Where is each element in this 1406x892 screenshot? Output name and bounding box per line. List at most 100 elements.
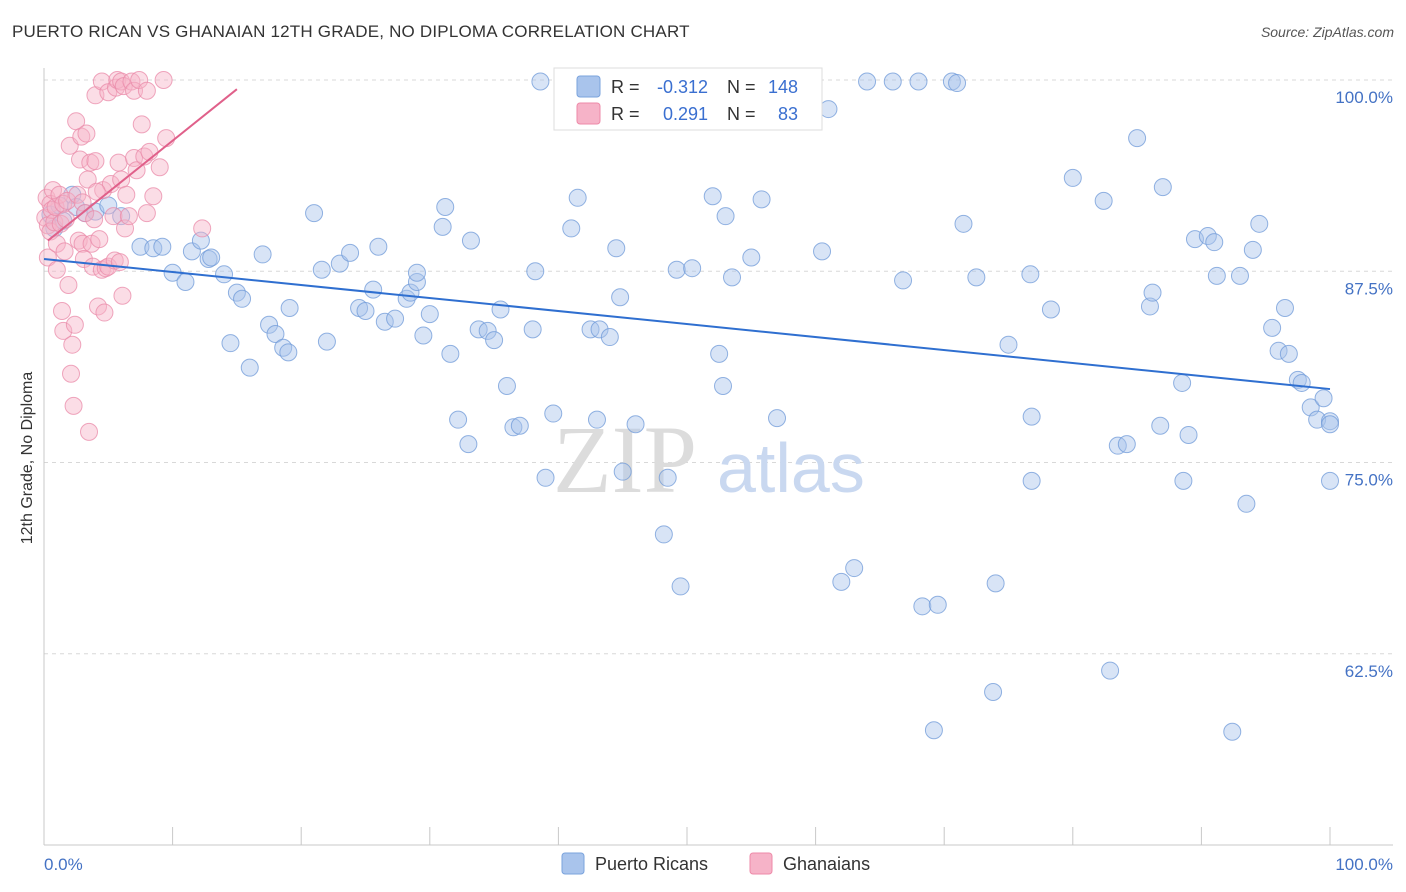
- watermark-atlas: atlas: [717, 429, 865, 507]
- puerto-rican-point-44: [407, 263, 426, 282]
- ghanaian-point-45: [90, 230, 109, 249]
- puerto-rican-point-40: [386, 309, 405, 328]
- ghanaian-point-11: [47, 260, 66, 279]
- puerto-rican-point-127: [1207, 266, 1226, 285]
- ghanaian-point-76: [144, 187, 163, 206]
- ghanaian-point-25: [65, 315, 84, 334]
- puerto-rican-point-120: [1153, 178, 1172, 197]
- puerto-rican-point-89: [813, 242, 832, 261]
- x-tick-label-left: 0.0%: [44, 855, 83, 874]
- ghanaian-point-65: [119, 207, 138, 226]
- puerto-rican-point-48: [436, 197, 455, 216]
- puerto-rican-point-43: [407, 272, 426, 291]
- puerto-rican-point-31: [312, 260, 331, 279]
- puerto-rican-point-85: [742, 248, 761, 267]
- puerto-rican-point-36: [356, 302, 375, 321]
- ghanaian-point-58: [109, 153, 128, 172]
- puerto-rican-point-113: [1101, 661, 1120, 680]
- source-label: Source: ZipAtlas.com: [1260, 24, 1394, 40]
- puerto-rican-point-72: [611, 288, 630, 307]
- ghanaian-point-59: [112, 170, 131, 189]
- puerto-rican-point-28: [279, 343, 298, 362]
- ghanaian-point-20: [59, 276, 78, 295]
- y-tick-label-2: 75.0%: [1345, 471, 1393, 490]
- puerto-rican-point-11: [144, 239, 163, 258]
- ghanaian-point-49: [95, 303, 114, 322]
- ghanaian-point-64: [117, 185, 136, 204]
- bottom-legend-label-ghanaians: Ghanaians: [783, 854, 870, 874]
- ghanaian-point-32: [73, 234, 92, 253]
- puerto-rican-point-108: [1022, 407, 1041, 426]
- puerto-rican-point-77: [667, 260, 686, 279]
- puerto-rican-point-71: [607, 239, 626, 258]
- puerto-rican-point-118: [1143, 283, 1162, 302]
- puerto-rican-point-65: [562, 219, 581, 238]
- puerto-rican-point-131: [1243, 240, 1262, 259]
- ghanaian-point-14: [53, 302, 72, 321]
- puerto-rican-point-55: [485, 331, 504, 350]
- puerto-rican-point-128: [1223, 722, 1242, 741]
- puerto-rican-point-70: [600, 328, 619, 347]
- puerto-rican-point-52: [461, 231, 480, 250]
- ghanaian-point-79: [157, 129, 176, 148]
- puerto-rican-point-68: [587, 410, 606, 429]
- legend-n-label-2: N =: [727, 104, 756, 124]
- x-tick-labels: 0.0% 100.0%: [44, 855, 1393, 874]
- puerto-rican-point-24: [253, 245, 272, 264]
- legend-r-value-1: -0.312: [657, 77, 708, 97]
- puerto-rican-point-49: [441, 344, 460, 363]
- ghanaian-point-73: [137, 204, 156, 223]
- puerto-rican-point-114: [1108, 436, 1127, 455]
- puerto-rican-point-74: [626, 415, 645, 434]
- puerto-rican-point-26: [266, 324, 285, 343]
- puerto-rican-trend-line: [43, 258, 1331, 391]
- puerto-rican-point-107: [1021, 265, 1040, 284]
- puerto-rican-point-73: [613, 462, 632, 481]
- ghanaian-point-42: [86, 152, 105, 171]
- puerto-rican-point-10: [131, 237, 150, 256]
- puerto-rican-point-45: [414, 326, 433, 345]
- puerto-rican-point-91: [832, 572, 851, 591]
- puerto-rican-point-34: [341, 243, 360, 262]
- ghanaian-point-77: [150, 158, 169, 177]
- puerto-rican-point-9: [112, 207, 131, 226]
- puerto-rican-point-57: [497, 377, 516, 395]
- puerto-rican-point-117: [1140, 297, 1159, 316]
- puerto-rican-point-98: [924, 721, 943, 740]
- ghanaian-point-31: [73, 193, 92, 212]
- puerto-rican-point-81: [710, 344, 729, 363]
- ghanaian-point-82: [87, 182, 106, 201]
- puerto-rican-point-50: [449, 410, 468, 429]
- puerto-rican-point-14: [176, 272, 195, 291]
- watermark: ZIP atlas: [553, 406, 865, 513]
- puerto-rican-point-51: [459, 435, 478, 454]
- puerto-rican-point-141: [1314, 389, 1333, 408]
- ghanaian-point-63: [116, 219, 135, 238]
- puerto-rican-point-105: [986, 574, 1005, 593]
- y-tick-label-3: 62.5%: [1345, 662, 1393, 681]
- legend-n-label-1: N =: [727, 77, 756, 97]
- puerto-rican-point-95: [894, 271, 913, 290]
- ghanaian-trend-line: [47, 88, 238, 242]
- puerto-rican-point-80: [703, 187, 722, 206]
- bottom-legend: Puerto Ricans Ghanaians: [561, 852, 870, 875]
- puerto-rican-point-30: [305, 204, 324, 223]
- ghanaian-point-37: [80, 422, 99, 441]
- legend-n-value-2: 83: [778, 104, 798, 124]
- legend-r-label-2: R =: [611, 104, 640, 124]
- puerto-rican-point-23: [240, 358, 259, 377]
- puerto-rican-point-133: [1263, 318, 1282, 337]
- puerto-rican-point-126: [1205, 233, 1224, 252]
- puerto-rican-point-138: [1292, 373, 1311, 392]
- puerto-rican-point-29: [280, 298, 299, 317]
- ghanaian-point-80: [193, 219, 212, 238]
- puerto-rican-point-76: [658, 468, 677, 487]
- puerto-rican-point-75: [654, 525, 673, 544]
- puerto-rican-point-46: [420, 305, 439, 324]
- puerto-rican-point-38: [369, 237, 388, 256]
- x-tick-label-right: 100.0%: [1335, 855, 1393, 874]
- puerto-rican-point-129: [1230, 266, 1249, 285]
- bottom-legend-swatch-puerto-ricans: [561, 852, 585, 875]
- puerto-rican-point-103: [967, 268, 986, 287]
